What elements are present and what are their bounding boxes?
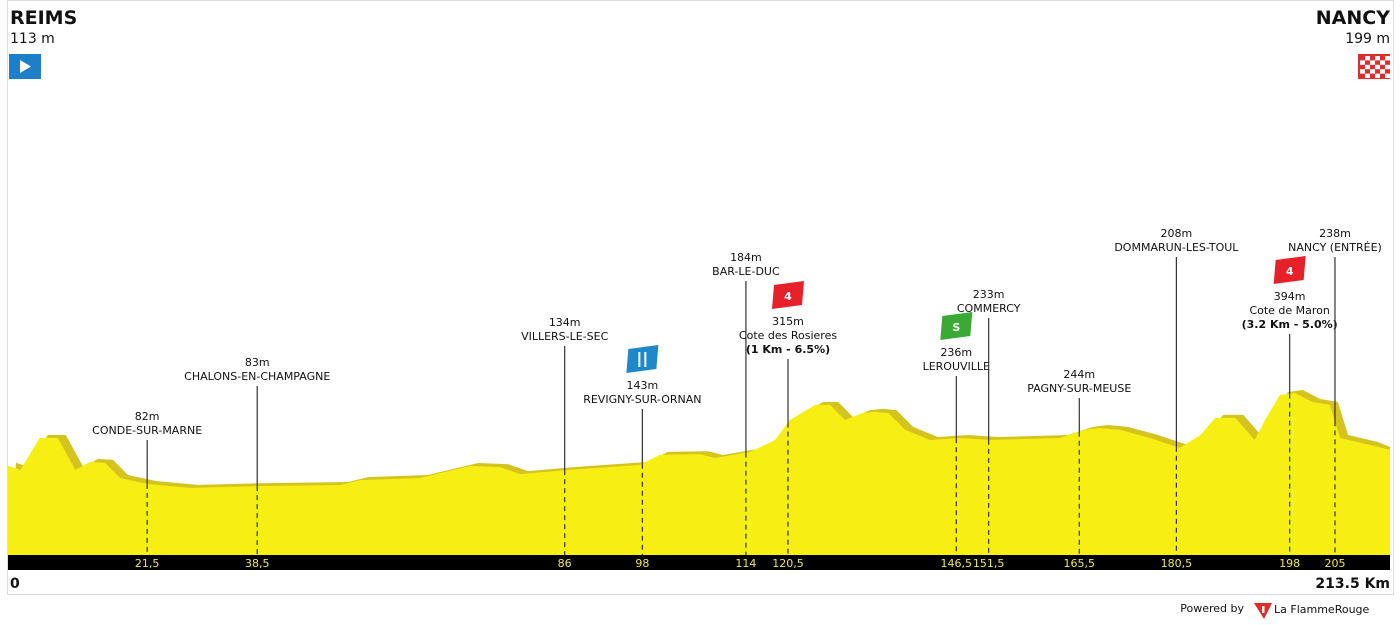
km-label: 98 — [635, 557, 649, 570]
marker-text: 4 — [784, 290, 792, 303]
marker-climb — [772, 281, 805, 309]
flag-square — [1365, 73, 1370, 78]
km-label: 120,5 — [772, 557, 804, 570]
waypoint-name: LEROUVILLE — [923, 360, 990, 373]
km-bar — [8, 555, 1390, 570]
waypoint-altitude: 233m — [973, 288, 1005, 301]
marker-climb — [1273, 256, 1306, 284]
waypoint-altitude: 134m — [549, 316, 581, 329]
waypoint-altitude: 83m — [245, 356, 270, 369]
flag-bg — [1358, 54, 1390, 79]
km-label: 198 — [1279, 557, 1300, 570]
waypoint-name: CHALONS-EN-CHAMPAGNE — [184, 370, 330, 383]
waypoint-altitude: 238m — [1319, 227, 1351, 240]
waypoint-name: COMMERCY — [957, 302, 1021, 315]
waypoint-name: BAR-LE-DUC — [712, 265, 780, 278]
marker-feed — [626, 345, 659, 373]
waypoint-altitude: 394m — [1274, 290, 1306, 303]
profile — [8, 392, 1390, 555]
km-label: 86 — [558, 557, 572, 570]
waypoint-altitude: 244m — [1063, 368, 1095, 381]
flag-square — [1370, 69, 1375, 74]
finish-altitude: 199 m — [1345, 31, 1390, 47]
finish-name: NANCY — [1316, 7, 1390, 29]
flag-square — [1375, 64, 1380, 70]
waypoint-altitude: 315m — [772, 315, 804, 328]
waypoint-name: PAGNY-SUR-MEUSE — [1027, 382, 1131, 395]
waypoint-altitude: 236m — [940, 346, 972, 359]
flag-square — [1365, 64, 1370, 70]
flag-square — [1375, 73, 1380, 78]
brand: La FlammeRouge — [1274, 603, 1370, 616]
frame — [7, 0, 1394, 595]
km-label: 38,5 — [245, 557, 270, 570]
waypoint-name: Cote des Rosieres — [739, 329, 837, 342]
waypoint-name: DOMMARUN-LES-TOUL — [1114, 241, 1239, 254]
flag-square — [1360, 69, 1365, 74]
flag-square — [1360, 60, 1365, 65]
brand-logo — [1254, 603, 1272, 619]
start-flag — [9, 54, 41, 79]
km-label: 146,5 — [941, 557, 973, 570]
flag-square — [1385, 64, 1390, 70]
marker-text: 4 — [1286, 265, 1294, 278]
km-label: 180,5 — [1161, 557, 1193, 570]
start-altitude: 113 m — [10, 31, 55, 47]
end-km: 213.5 Km — [1315, 576, 1390, 592]
marker-sprint — [940, 312, 973, 340]
flag-square — [1365, 56, 1370, 61]
km-label: 21,5 — [135, 557, 160, 570]
km-label: 205 — [1324, 557, 1345, 570]
waypoint-name: REVIGNY-SUR-ORNAN — [583, 393, 701, 406]
waypoint-name: VILLERS-LE-SEC — [521, 330, 609, 343]
waypoint-name: Cote de Maron — [1249, 304, 1329, 317]
flag-square — [1380, 60, 1385, 65]
flag-square — [1385, 56, 1390, 61]
start-km: 0 — [10, 576, 20, 592]
climb-detail: (3.2 Km - 5.0%) — [1242, 318, 1338, 331]
km-label: 165,5 — [1064, 557, 1096, 570]
waypoint-name: CONDE-SUR-MARNE — [92, 424, 202, 437]
waypoint-altitude: 143m — [627, 379, 659, 392]
flag-square — [1385, 73, 1390, 78]
waypoint-name: NANCY (ENTRÉE) — [1288, 241, 1382, 254]
flag-square — [1375, 56, 1380, 61]
km-label: 114 — [735, 557, 756, 570]
flag-square — [1370, 60, 1375, 65]
powered-by: Powered by — [1180, 602, 1244, 615]
waypoint-altitude: 208m — [1161, 227, 1193, 240]
flag-square — [1380, 69, 1385, 74]
waypoint-altitude: 82m — [135, 410, 160, 423]
start-name: REIMS — [10, 7, 77, 29]
finish-flag — [1358, 54, 1390, 79]
km-label: 151,5 — [973, 557, 1005, 570]
marker-text: S — [952, 321, 960, 334]
waypoint-altitude: 184m — [730, 251, 762, 264]
climb-detail: (1 Km - 6.5%) — [746, 343, 830, 356]
